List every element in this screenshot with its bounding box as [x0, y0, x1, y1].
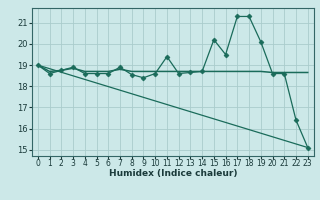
- X-axis label: Humidex (Indice chaleur): Humidex (Indice chaleur): [108, 169, 237, 178]
